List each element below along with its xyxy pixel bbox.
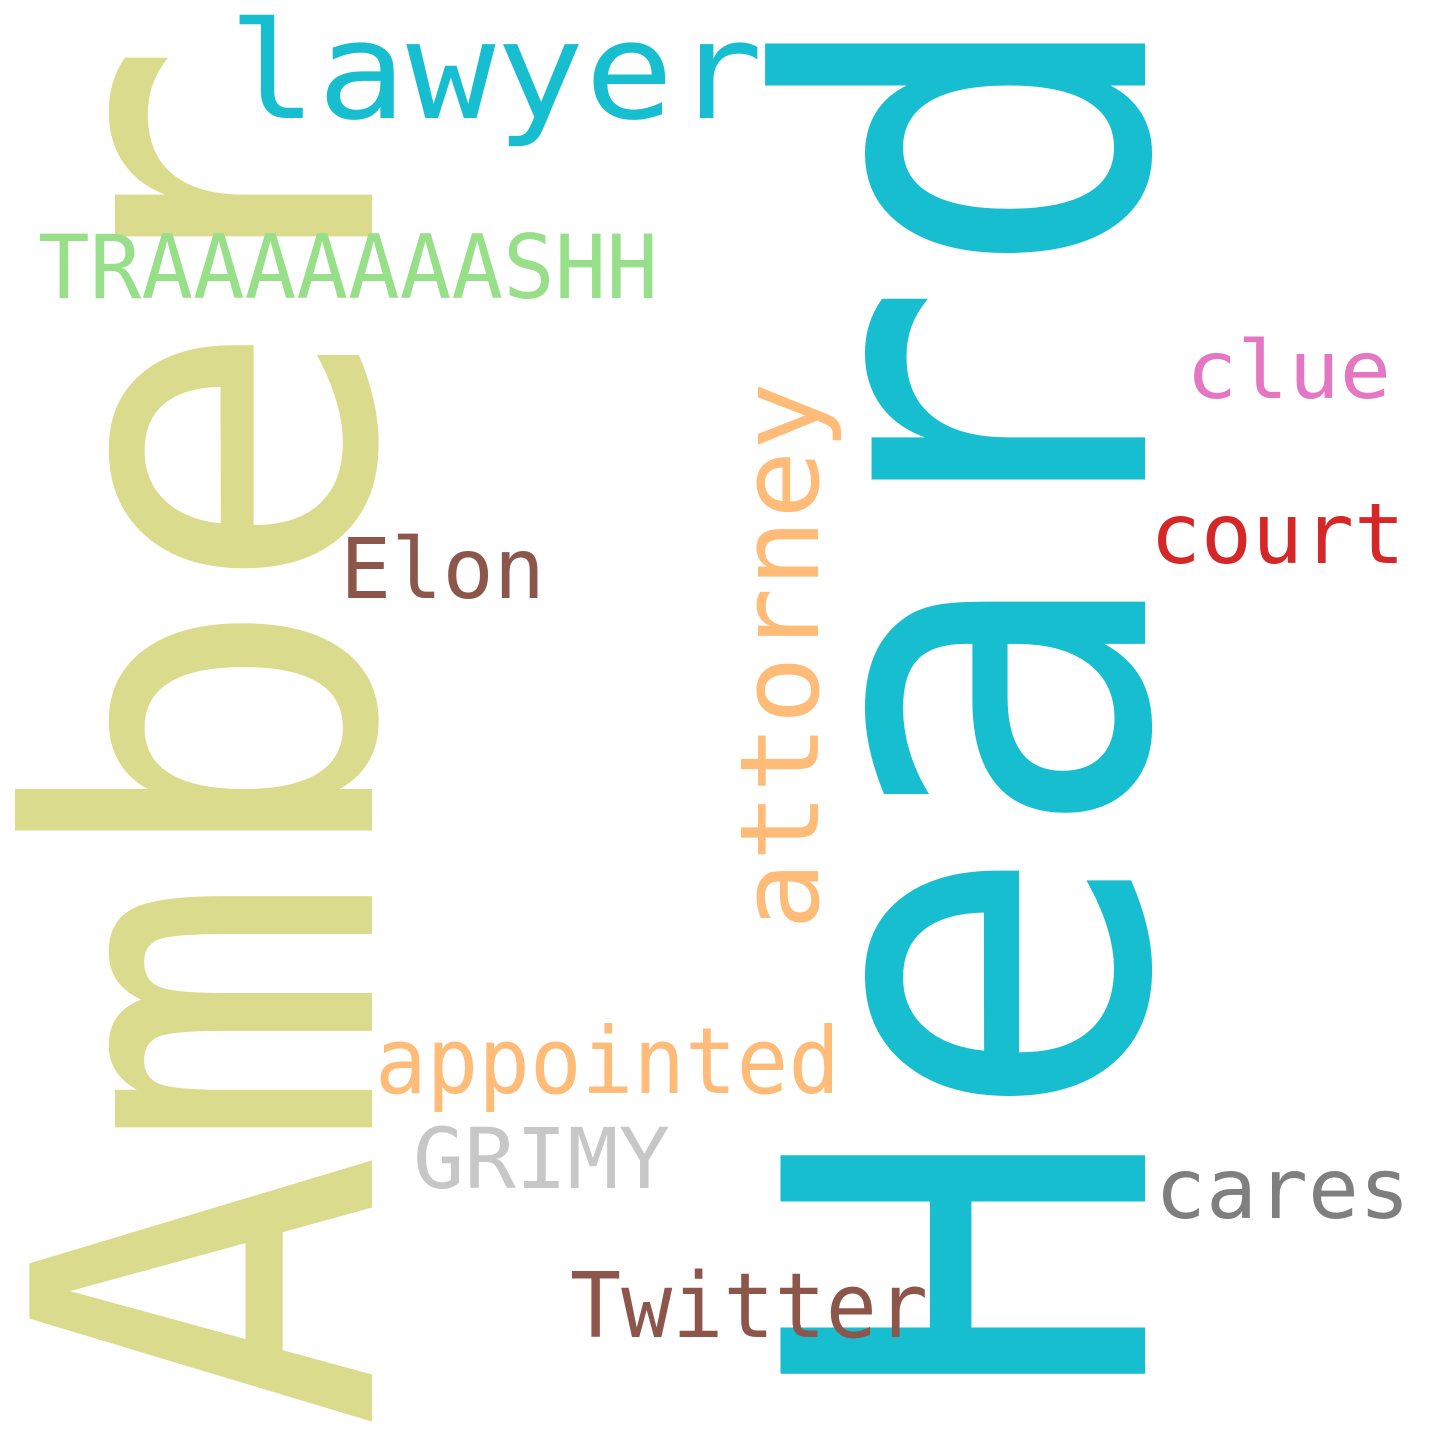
word-amber: Amber xyxy=(0,40,483,1430)
word-heard: Heard xyxy=(681,0,1263,1405)
word-attorney: attorney xyxy=(716,382,844,930)
word-lawyer: lawyer xyxy=(228,0,763,150)
word-appointed: appointed xyxy=(375,1008,840,1115)
word-court: court xyxy=(1150,485,1405,583)
word-cares: cares xyxy=(1155,1140,1410,1238)
word-clue: clue xyxy=(1186,324,1391,417)
word-traaash: TRAAAAAAASHH xyxy=(38,216,658,319)
word-twitter: Twitter xyxy=(570,1254,928,1359)
word-grimy: GRIMY xyxy=(413,1110,670,1208)
word-elon: Elon xyxy=(340,520,545,618)
